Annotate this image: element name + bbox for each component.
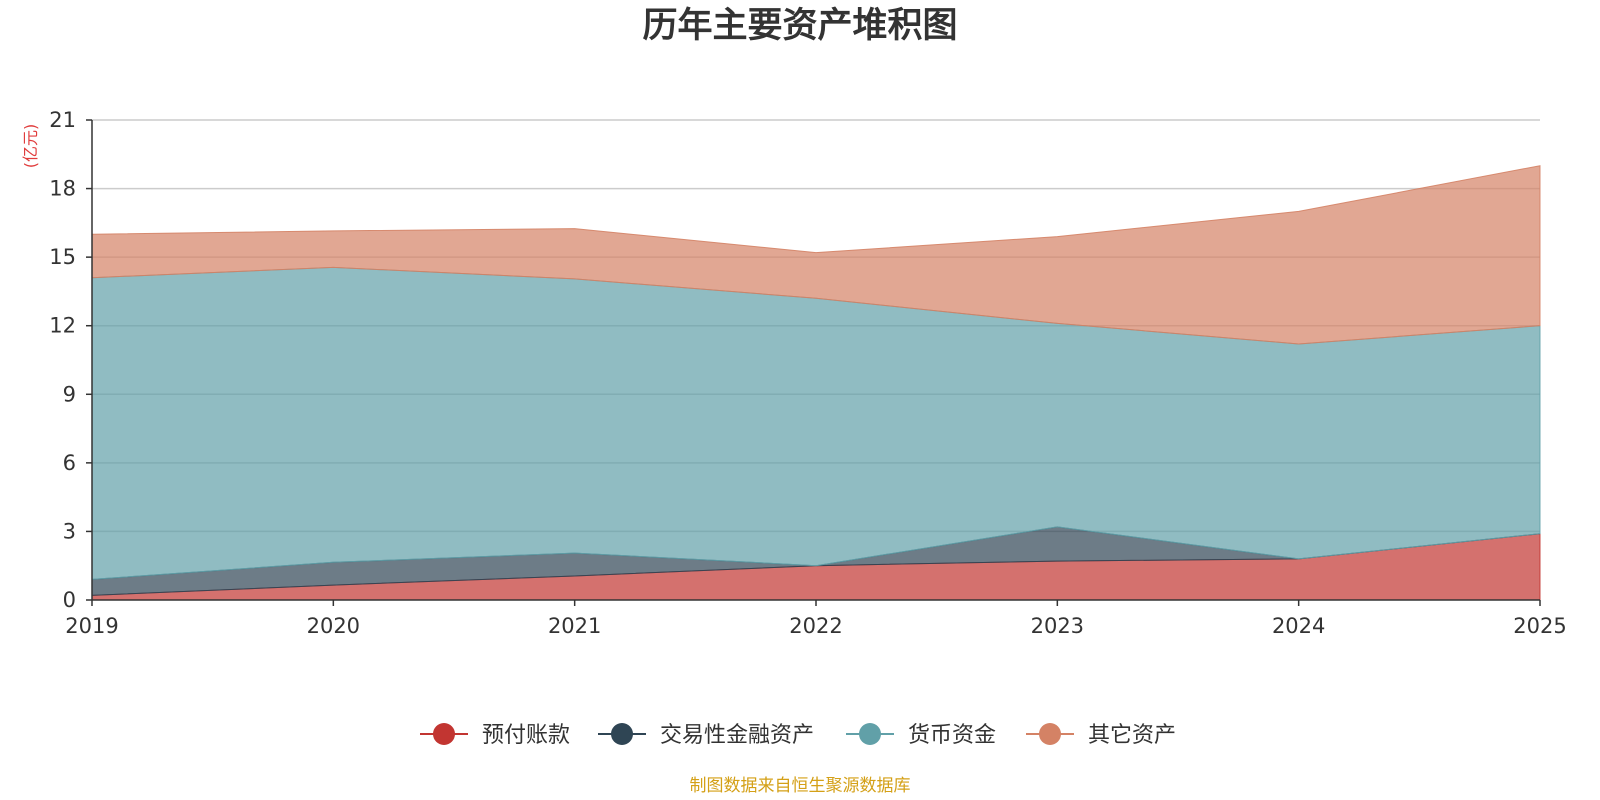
y-tick-label: 0 <box>63 588 76 612</box>
x-tick-label: 2023 <box>1031 614 1084 638</box>
legend-label: 交易性金融资产 <box>660 723 814 748</box>
legend: 预付账款 交易性金融资产 货币资金 其它资产 <box>420 723 1176 748</box>
legend-item[interactable]: 货币资金 <box>846 723 996 748</box>
y-tick-label: 15 <box>49 245 76 269</box>
legend-item[interactable]: 其它资产 <box>1026 723 1176 748</box>
data-source-note: 制图数据来自恒生聚源数据库 <box>690 776 911 796</box>
y-tick-label: 9 <box>63 382 76 406</box>
y-axis-unit-label: (亿元) <box>21 124 40 169</box>
x-tick-label: 2025 <box>1513 614 1566 638</box>
x-tick-label: 2024 <box>1272 614 1325 638</box>
area-series <box>91 165 1541 601</box>
legend-marker <box>611 723 633 745</box>
x-tick-label: 2021 <box>548 614 601 638</box>
y-tick-label: 18 <box>49 177 76 201</box>
y-tick-label: 21 <box>49 108 76 132</box>
x-tick-label: 2022 <box>789 614 842 638</box>
y-tick-label: 6 <box>63 451 76 475</box>
legend-label: 其它资产 <box>1088 723 1176 748</box>
chart-title: 历年主要资产堆积图 <box>642 6 957 46</box>
x-tick-label: 2020 <box>307 614 360 638</box>
area-series-4 <box>91 165 1541 345</box>
legend-marker <box>1039 723 1061 745</box>
legend-label: 货币资金 <box>908 723 996 748</box>
y-tick-label: 12 <box>49 314 76 338</box>
legend-marker <box>859 723 881 745</box>
x-axis-ticks: 2019 2020 2021 2022 2023 2024 2025 <box>65 600 1567 638</box>
y-tick-label: 3 <box>63 519 76 543</box>
x-tick-label: 2019 <box>65 614 118 638</box>
legend-item[interactable]: 交易性金融资产 <box>598 723 814 748</box>
legend-label: 预付账款 <box>482 723 570 748</box>
legend-marker <box>433 723 455 745</box>
legend-item[interactable]: 预付账款 <box>420 723 570 748</box>
y-axis-ticks: 0 3 6 9 12 15 18 21 <box>49 108 92 612</box>
